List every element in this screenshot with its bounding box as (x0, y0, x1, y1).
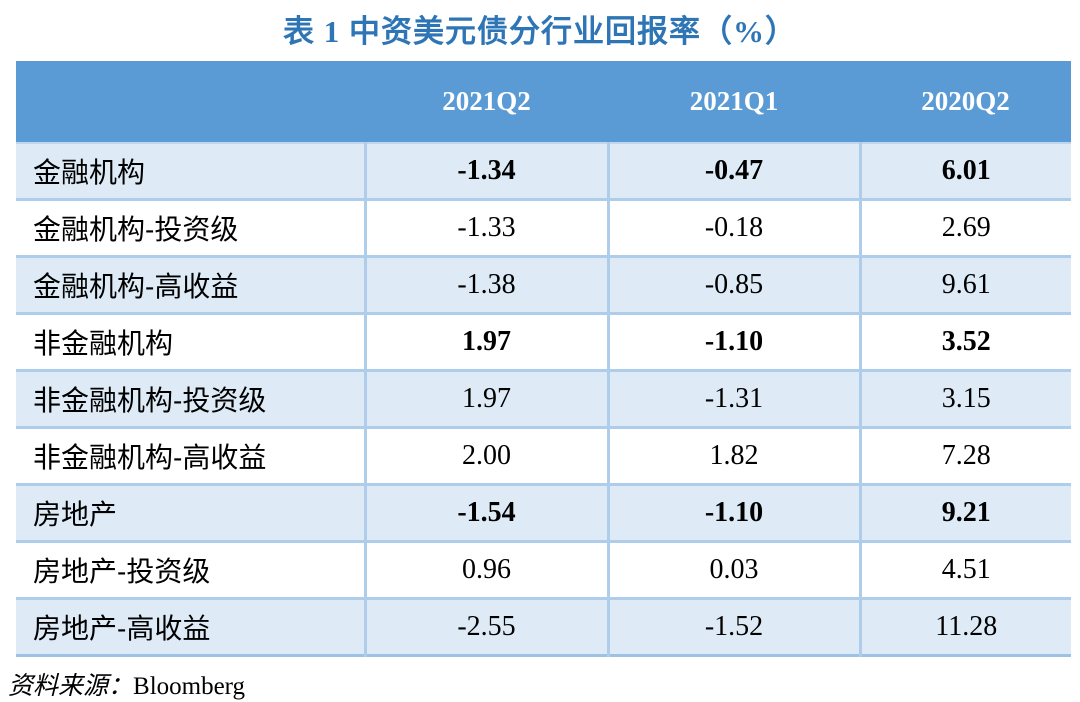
row-label: 非金融机构-投资级 (16, 369, 365, 428)
cell-value: 6.01 (858, 142, 1071, 200)
table-row-nonfinancials-ig: 非金融机构-投资级 1.97 -1.31 3.15 (16, 369, 1071, 428)
cell-value: 2.69 (858, 198, 1071, 257)
table-row-financials-hy: 金融机构-高收益 -1.38 -0.85 9.61 (16, 255, 1071, 314)
table-row-realestate-hy: 房地产-高收益 -2.55 -1.52 11.28 (16, 597, 1071, 656)
cell-value: 3.15 (858, 369, 1071, 428)
source-label: 资料来源： (8, 673, 134, 700)
cell-value: 2.00 (363, 426, 608, 485)
table-row-realestate-ig: 房地产-投资级 0.96 0.03 4.51 (16, 540, 1071, 599)
cell-value: 0.03 (606, 540, 860, 599)
cell-value: -0.47 (606, 142, 860, 200)
cell-value: 1.82 (606, 426, 860, 485)
cell-value: -2.55 (363, 597, 608, 656)
row-label: 金融机构 (16, 142, 365, 200)
column-header-sector (16, 61, 365, 143)
cell-value: 11.28 (858, 597, 1071, 656)
cell-value: -1.52 (606, 597, 860, 656)
column-header-2021q1: 2021Q1 (608, 61, 860, 143)
header-row: 2021Q2 2021Q1 2020Q2 (16, 61, 1071, 143)
source-value: Bloomberg (133, 673, 246, 700)
cell-value: -1.34 (363, 142, 608, 200)
row-label: 非金融机构 (16, 312, 365, 371)
table-row-financials-ig: 金融机构-投资级 -1.33 -0.18 2.69 (16, 198, 1071, 257)
cell-value: 9.21 (858, 483, 1071, 542)
table-row-nonfinancials: 非金融机构 1.97 -1.10 3.52 (16, 312, 1071, 371)
column-header-2020q2: 2020Q2 (860, 61, 1071, 143)
cell-value: -1.10 (606, 312, 860, 371)
cell-value: 7.28 (858, 426, 1071, 485)
cell-value: 1.97 (363, 312, 608, 371)
cell-value: 4.51 (858, 540, 1071, 599)
cell-value: -1.10 (606, 483, 860, 542)
report-page: 表 1 中资美元债分行业回报率（%） 2021Q2 2021Q1 2020Q2 … (0, 6, 1080, 700)
table-title: 表 1 中资美元债分行业回报率（%） (283, 14, 797, 49)
row-label: 房地产-高收益 (16, 597, 365, 656)
row-label: 非金融机构-高收益 (16, 426, 365, 485)
cell-value: -0.85 (606, 255, 860, 314)
source-note: 资料来源：Bloomberg (8, 666, 1080, 702)
cell-value: 3.52 (858, 312, 1071, 371)
cell-value: 0.96 (363, 540, 608, 599)
column-header-2021q2: 2021Q2 (365, 61, 608, 143)
cell-value: -1.33 (363, 198, 608, 257)
table-row-nonfinancials-hy: 非金融机构-高收益 2.00 1.82 7.28 (16, 426, 1071, 485)
cell-value: 9.61 (858, 255, 1071, 314)
table-row-financials: 金融机构 -1.34 -0.47 6.01 (16, 142, 1071, 200)
cell-value: -1.38 (363, 255, 608, 314)
cell-value: -0.18 (606, 198, 860, 257)
cell-value: -1.31 (606, 369, 860, 428)
row-label: 金融机构-投资级 (16, 198, 365, 257)
row-label: 房地产-投资级 (16, 540, 365, 599)
table-row-realestate: 房地产 -1.54 -1.10 9.21 (16, 483, 1071, 542)
cell-value: 1.97 (363, 369, 608, 428)
sector-returns-table: 2021Q2 2021Q1 2020Q2 金融机构 -1.34 -0.47 6.… (16, 61, 1071, 657)
row-label: 房地产 (16, 483, 365, 542)
row-label: 金融机构-高收益 (16, 255, 365, 314)
cell-value: -1.54 (363, 483, 608, 542)
